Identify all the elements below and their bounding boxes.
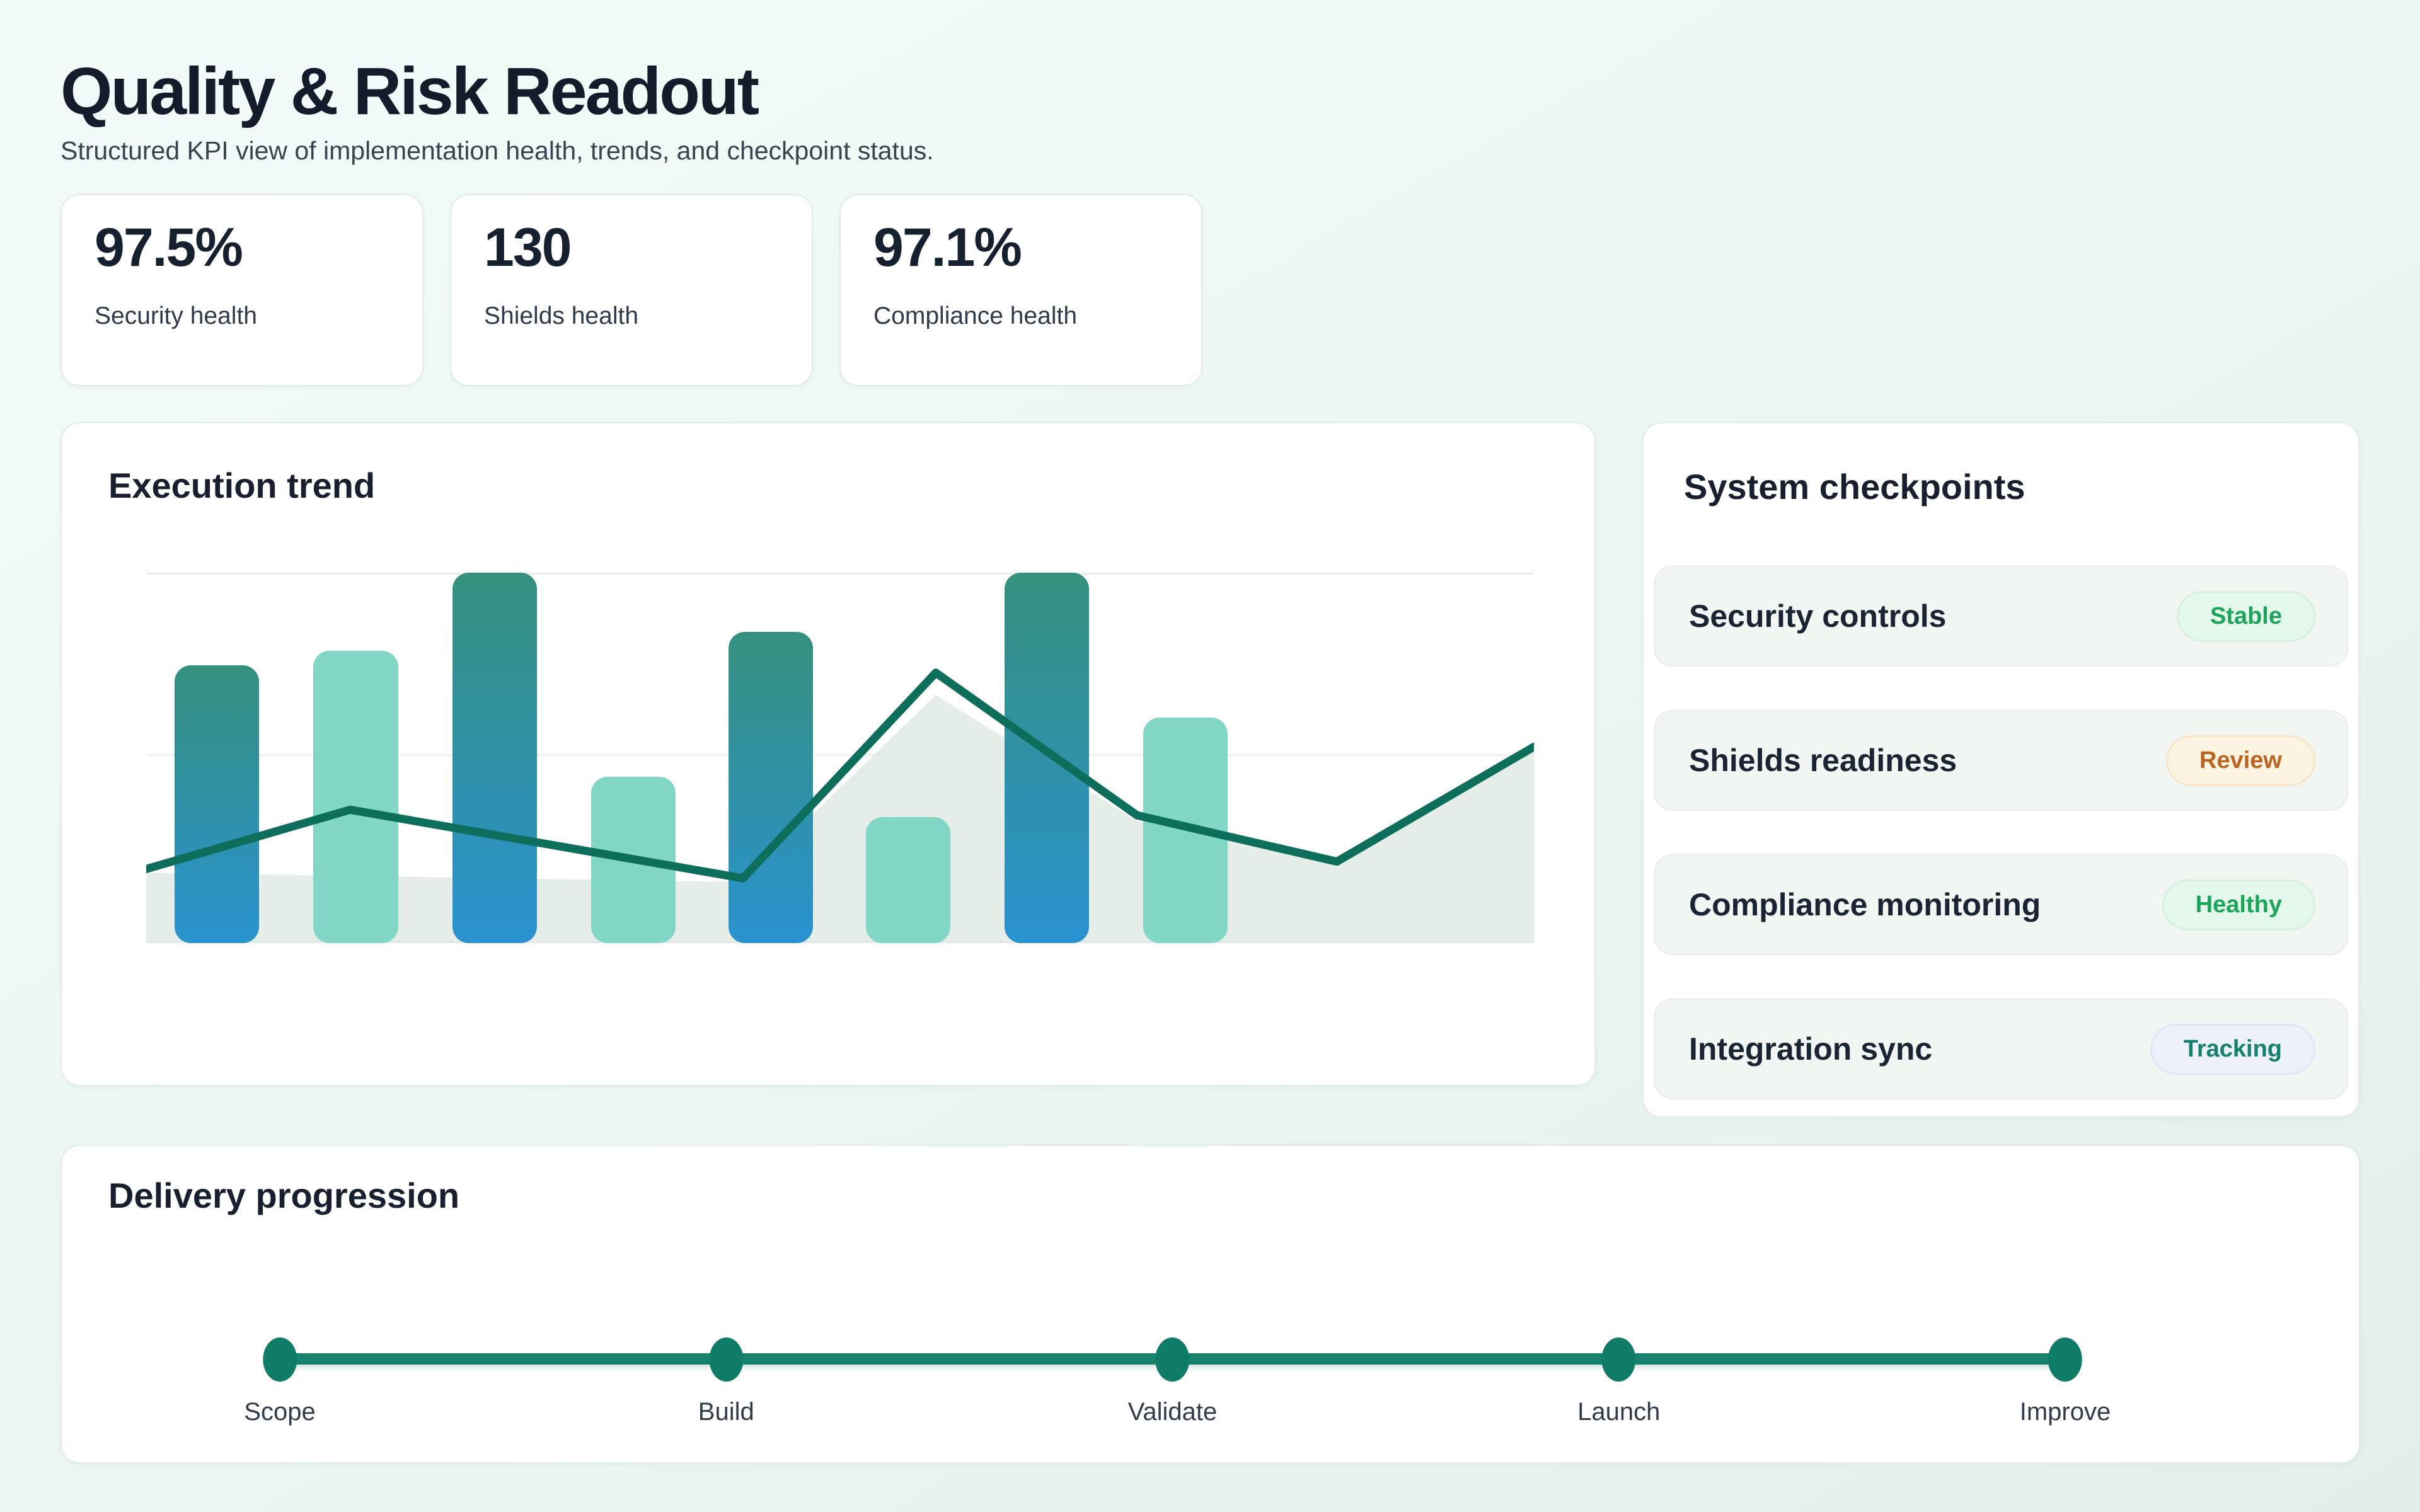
gridline-top [146, 573, 1534, 575]
milestone-dot[interactable] [709, 1337, 744, 1382]
kpi-label: Compliance health [873, 302, 1078, 330]
kpi-card-security-health: 97.5% Security health [60, 194, 424, 387]
milestone-label: Scope [244, 1398, 316, 1426]
chart-bar-6 [865, 817, 951, 944]
checkpoint-label: Compliance monitoring [1689, 887, 2041, 922]
chart-bar-7 [1004, 573, 1090, 944]
dashboard-page: Quality & Risk Readout Structured KPI vi… [60, 57, 2360, 1464]
system-checkpoints-card: System checkpoints Security controls Stab… [1642, 422, 2360, 1118]
page-subtitle: Structured KPI view of implementation he… [60, 136, 934, 166]
status-badge: Tracking [2150, 1023, 2315, 1075]
checkpoint-row-2[interactable]: Shields readiness Review [1654, 710, 2348, 811]
milestone-label: Improve [2019, 1398, 2111, 1426]
checkpoints-title: System checkpoints [1684, 467, 2025, 507]
milestone-dot[interactable] [1155, 1337, 1190, 1382]
kpi-value: 97.5% [95, 217, 243, 278]
main-row: Execution trend System chec [60, 422, 2360, 1118]
checkpoint-row-1[interactable]: Security controls Stable [1654, 566, 2348, 667]
gridline-middle [146, 754, 1534, 757]
status-badge: Review [2166, 735, 2315, 786]
execution-trend-card: Execution trend [60, 422, 1596, 1087]
checkpoint-list: Security controls Stable Shields readiness… [1654, 566, 2348, 1099]
delivery-progression-card: Delivery progression Scope Build Validate L… [60, 1145, 2360, 1464]
page-title: Quality & Risk Readout [60, 54, 759, 129]
kpi-card-shields-health: 130 Shields health [450, 194, 813, 387]
milestone-scope: Scope [244, 1337, 316, 1426]
kpi-value: 97.1% [873, 217, 1022, 278]
delivery-title: Delivery progression [108, 1176, 460, 1216]
checkpoint-label: Integration sync [1689, 1031, 1933, 1067]
kpi-label: Security health [95, 302, 257, 330]
chart-bar-5 [728, 632, 814, 944]
milestone-dot[interactable] [2048, 1337, 2082, 1382]
kpi-card-compliance-health: 97.1% Compliance health [839, 194, 1202, 387]
milestone-improve: Improve [2020, 1337, 2111, 1426]
milestone-build: Build [698, 1337, 754, 1426]
chart-bar-1 [175, 665, 260, 944]
chart-plot [146, 573, 1534, 944]
milestone-validate: Validate [1127, 1337, 1218, 1426]
line-layer [146, 573, 1534, 943]
milestone-label: Validate [1127, 1398, 1218, 1426]
milestone-label: Launch [1577, 1398, 1661, 1426]
kpi-label: Shields health [484, 302, 639, 330]
kpi-row: 97.5% Security health 130 Shields health… [60, 194, 2360, 387]
checkpoint-label: Shields readiness [1689, 743, 1957, 778]
timeline: Scope Build Validate Launch Improve [244, 1215, 2111, 1426]
chart-bar-3 [452, 573, 537, 944]
milestone-dot[interactable] [262, 1337, 297, 1382]
checkpoint-row-3[interactable]: Compliance monitoring Healthy [1654, 854, 2348, 955]
status-badge: Healthy [2162, 879, 2315, 931]
chart-title: Execution trend [108, 466, 376, 506]
milestone-launch: Launch [1577, 1337, 1660, 1426]
status-badge: Stable [2176, 590, 2315, 642]
trend-line [146, 673, 1534, 878]
milestone-label: Build [698, 1398, 754, 1426]
page-header: Quality & Risk Readout Structured KPI vi… [60, 57, 2360, 166]
milestone-dot[interactable] [1601, 1337, 1636, 1382]
checkpoint-row-4[interactable]: Integration sync Tracking [1654, 999, 2348, 1099]
checkpoint-label: Security controls [1689, 598, 1947, 634]
chart-bar-2 [313, 650, 398, 944]
kpi-value: 130 [484, 217, 572, 278]
